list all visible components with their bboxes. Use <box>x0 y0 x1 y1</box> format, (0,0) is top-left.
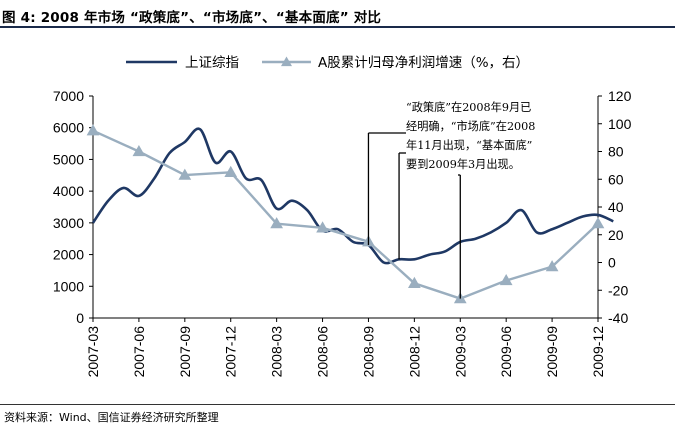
y-right-tick-label: 80 <box>608 144 624 160</box>
data-point-marker <box>316 221 329 233</box>
data-point-marker <box>408 276 421 288</box>
x-tick-label: 2007-12 <box>223 326 239 378</box>
legend-label-shanghai-index: 上证综指 <box>185 55 239 71</box>
x-tick-label: 2009-06 <box>498 326 514 378</box>
series-line-profit-growth <box>92 129 599 300</box>
y-right-tick-label: 120 <box>608 88 632 104</box>
y-left-tick-label: 2000 <box>53 247 84 263</box>
source-note: 资料来源：Wind、国信证券经济研究所整理 <box>4 411 219 424</box>
x-tick-label: 2008-09 <box>360 326 376 378</box>
data-point-marker <box>499 274 513 286</box>
data-point-marker <box>545 260 559 272</box>
legend-triangle-icon <box>281 56 292 67</box>
legend-label-profit-growth: A股累计归母净利润增速（%，右） <box>318 54 529 71</box>
y-right-tick-label: 40 <box>608 199 624 215</box>
x-tick-label: 2009-09 <box>544 326 560 378</box>
data-point-marker <box>178 168 192 180</box>
annotation-line: 要到2009年3月出现。 <box>406 157 520 171</box>
x-tick-label: 2009-12 <box>590 326 606 378</box>
y-right-tick-label: -40 <box>608 310 628 326</box>
annotation-line: “政策底”在2008年9月已 <box>406 100 531 114</box>
y-right-tick-label: 0 <box>608 255 616 271</box>
y-right-tick-label: 20 <box>608 227 624 243</box>
data-point-marker <box>591 217 605 229</box>
x-tick-label: 2008-06 <box>315 326 331 378</box>
annotation-line: 经明确，“市场底”在2008 <box>406 119 535 133</box>
y-right-tick-label: 60 <box>608 171 624 187</box>
data-point-marker <box>86 124 100 136</box>
x-tick-label: 2008-12 <box>406 326 422 378</box>
data-point-marker <box>132 144 146 157</box>
y-left-tick-label: 5000 <box>53 151 84 167</box>
y-left-tick-label: 1000 <box>53 278 84 294</box>
x-tick-label: 2008-03 <box>269 326 285 378</box>
annotation-line: 年11月出现，“基本面底” <box>406 138 532 152</box>
y-left-tick-label: 7000 <box>53 88 84 104</box>
x-tick-label: 2007-06 <box>131 326 147 378</box>
x-tick-label: 2007-09 <box>177 326 193 378</box>
series-line-shanghai-index <box>91 127 614 265</box>
data-point-marker <box>224 165 238 177</box>
y-left-tick-label: 3000 <box>53 215 84 231</box>
y-left-tick-label: 0 <box>76 310 84 326</box>
y-left-tick-label: 6000 <box>53 120 84 136</box>
y-right-tick-label: -20 <box>608 282 628 298</box>
source-rule <box>0 404 675 405</box>
y-left-tick-label: 4000 <box>53 183 84 199</box>
y-right-tick-label: 100 <box>608 116 632 132</box>
data-point-marker <box>270 217 283 229</box>
title-rule <box>0 26 675 28</box>
x-tick-label: 2009-03 <box>452 326 468 378</box>
figure-title: 图 4: 2008 年市场 “政策底”、“市场底”、“基本面底” 对比 <box>2 10 382 26</box>
x-tick-label: 2007-03 <box>85 326 101 378</box>
